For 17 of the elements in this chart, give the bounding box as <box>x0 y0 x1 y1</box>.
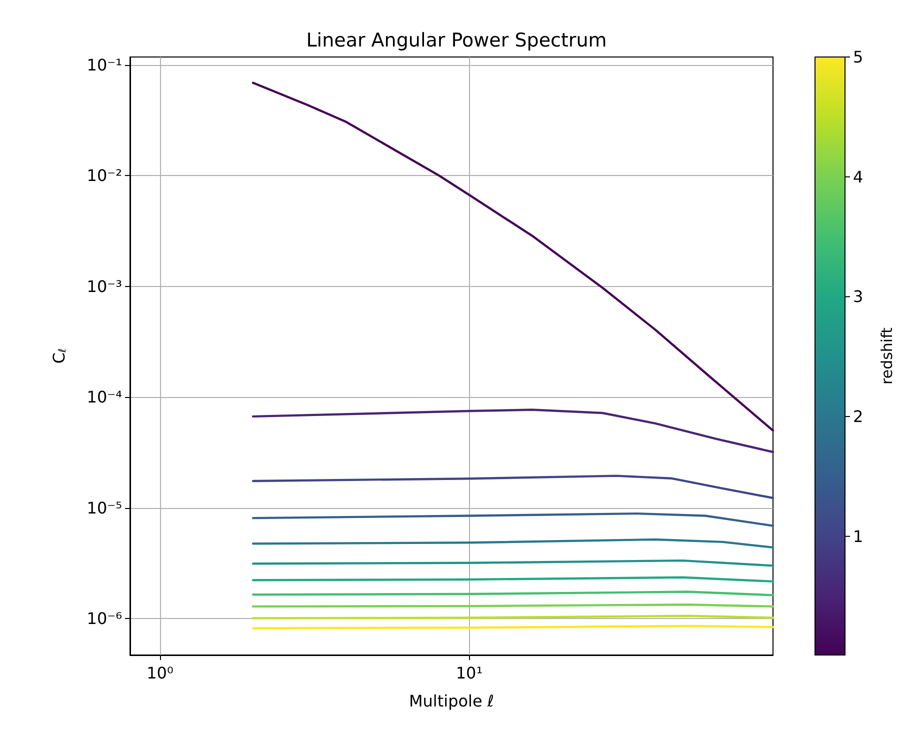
x-tick-label: 10¹ <box>456 664 483 682</box>
color-bar-label: 3 <box>853 287 864 306</box>
y-tick-label: 10⁻³ <box>86 276 122 296</box>
chart-title: Linear Angular Power Spectrum <box>306 30 607 52</box>
y-axis-title: Cℓ <box>50 348 68 364</box>
color-bar-label: 5 <box>853 48 864 66</box>
y-tick-label: 10⁻² <box>86 166 122 186</box>
y-tick-label: 10⁻⁴ <box>86 388 122 407</box>
color-bar-label: 4 <box>853 167 864 186</box>
y-tick-label: 10⁻⁶ <box>86 609 122 628</box>
y-tick-label: 10⁻⁵ <box>86 498 122 518</box>
x-tick-label: 10⁰ <box>146 664 174 682</box>
x-axis-title: Multipole ℓ <box>408 692 494 710</box>
y-tick-label: 10⁻¹ <box>86 55 122 74</box>
color-bar-label: 2 <box>853 407 864 426</box>
color-bar-title: redshift <box>878 327 896 384</box>
color-bar-label: 1 <box>853 526 864 546</box>
